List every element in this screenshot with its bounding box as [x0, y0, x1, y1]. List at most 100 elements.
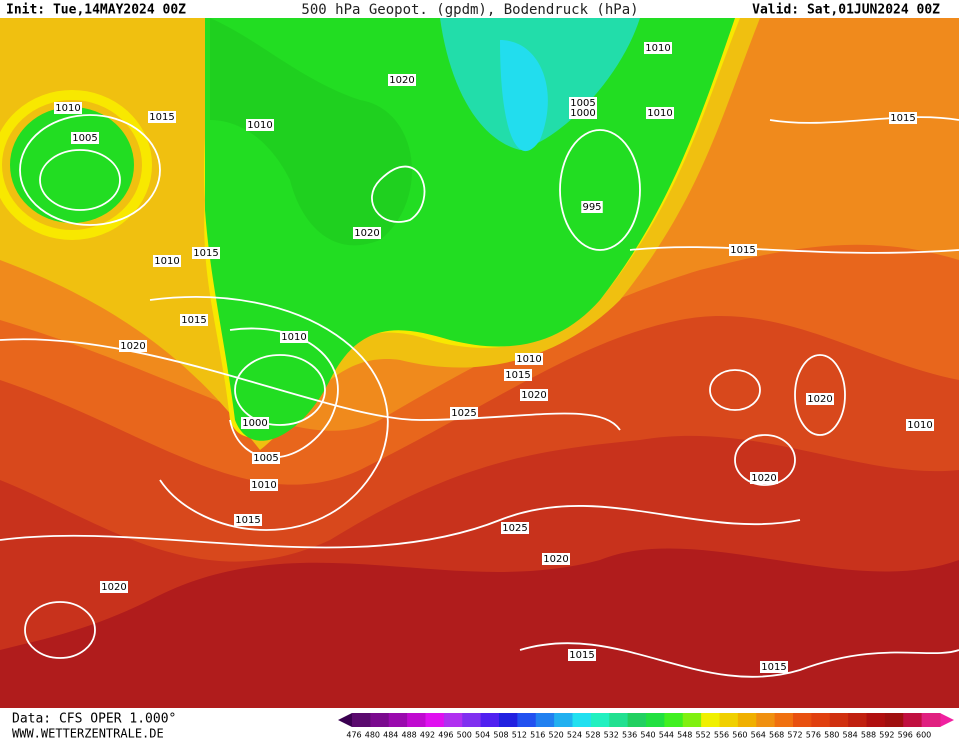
isobar-label-box: [234, 514, 262, 526]
colorbar-swatch: [646, 713, 665, 727]
header-bar: [0, 0, 959, 18]
colorbar-label: 528: [585, 731, 600, 740]
isobar-label-box: [729, 244, 757, 256]
website: WWW.WETTERZENTRALE.DE: [12, 727, 164, 741]
colorbar-arrow-right: [940, 713, 954, 727]
isobar-label: 1015: [569, 650, 594, 661]
colorbar-label: 580: [824, 731, 839, 740]
colorbar-swatch: [793, 713, 812, 727]
colorbar-label: 532: [604, 731, 619, 740]
colorbar-swatch: [425, 713, 445, 727]
isobar-label-box: [241, 417, 269, 429]
isobar-label: 1000: [570, 108, 595, 119]
colorbar-swatch: [572, 713, 592, 727]
colorbar-label: 500: [457, 731, 472, 740]
colorbar-label: 584: [842, 731, 857, 740]
isobar-label-box: [760, 661, 788, 673]
isobar-label: 1020: [807, 394, 832, 405]
colorbar-swatch: [737, 713, 757, 727]
colorbar-label: 536: [622, 731, 637, 740]
isobar-label: 1020: [354, 228, 379, 239]
colorbar-swatch: [682, 713, 702, 727]
colorbar-label: 516: [530, 731, 545, 740]
isobar-label-box: [750, 472, 778, 484]
isobar-label: 1010: [647, 108, 672, 119]
colorbar-label: 556: [714, 731, 729, 740]
isobar-label-box: [644, 42, 672, 54]
isobar-label-box: [646, 107, 674, 119]
colorbar-label: 520: [548, 731, 563, 740]
isobar-label-box: [581, 201, 603, 213]
colorbar-label: 476: [346, 731, 361, 740]
isobar-label-box: [119, 340, 147, 352]
colorbar-swatch: [756, 713, 776, 727]
isobar-label-box: [180, 314, 208, 326]
colorbar-swatch: [701, 713, 720, 727]
colorbar-swatch: [811, 713, 831, 727]
colorbar-swatch: [388, 713, 408, 727]
colorbar-label: 564: [751, 731, 766, 740]
colorbar-label: 596: [898, 731, 913, 740]
isobars: [0, 114, 959, 678]
colorbar-swatch: [517, 713, 537, 727]
colorbar-label: 540: [640, 731, 655, 740]
colorbar-label: 496: [438, 731, 453, 740]
colorbar-label: 600: [916, 731, 931, 740]
isobar-label: 1000: [242, 418, 267, 429]
isobar-label: 1015: [235, 515, 260, 526]
isobar-label-box: [906, 419, 934, 431]
isobar-label-box: [504, 369, 532, 381]
isobar-label-box: [100, 581, 128, 593]
isobar-label: 1015: [890, 113, 915, 124]
colorbar-swatch: [921, 713, 941, 727]
colorbar-label: 552: [695, 731, 710, 740]
isobar-label-box: [71, 132, 99, 144]
isobar-label-box: [569, 107, 597, 119]
colorbar-swatch: [627, 713, 647, 727]
colorbar-label: 544: [659, 731, 674, 740]
isobar-label: 1005: [253, 453, 278, 464]
isobar-label: 1020: [543, 554, 568, 565]
isobar-label: 1010: [55, 103, 80, 114]
colorbar-arrow-left: [338, 713, 352, 727]
isobar-label-box: [280, 331, 308, 343]
isobar-label: 1010: [645, 43, 670, 54]
colorbar-label: 480: [365, 731, 380, 740]
isobar-label-box: [450, 407, 478, 419]
colorbar-swatch: [554, 713, 573, 727]
colorbar-swatch: [866, 713, 886, 727]
colorbar-label: 588: [861, 731, 876, 740]
isobar-label: 1005: [570, 98, 595, 109]
isobar-label: 1020: [751, 473, 776, 484]
isobar-label-box: [542, 553, 570, 565]
isobar-label-box: [250, 479, 278, 491]
isobar-label: 1015: [730, 245, 755, 256]
colorbar-label: 524: [567, 731, 582, 740]
isobar-label: 1015: [193, 248, 218, 259]
colorbar-swatch: [719, 713, 739, 727]
colorbar-label: 592: [879, 731, 894, 740]
isobar-label: 1020: [389, 75, 414, 86]
colorbar-label: 548: [677, 731, 692, 740]
isobar-label-box: [192, 247, 220, 259]
colorbar-swatch: [370, 713, 390, 727]
colorbar-swatch: [903, 713, 923, 727]
init-time: Init: Tue,14MAY2024 00Z: [6, 3, 186, 18]
data-source: Data: CFS OPER 1.000°: [12, 712, 176, 727]
isobar-label: 995: [582, 202, 601, 213]
isobar-label: 1020: [521, 390, 546, 401]
colorbar: 476 480 484 488 492 496 500 504 508 512 516 520 524 5…: [338, 713, 954, 740]
colorbar-swatch: [535, 713, 555, 727]
isobar-label-box: [353, 227, 381, 239]
colorbar-label: 484: [383, 731, 398, 740]
isobar-label: 1010: [247, 120, 272, 131]
isobar-label: 1015: [181, 315, 206, 326]
isobar-label: 1015: [761, 662, 786, 673]
colorbar-label: 488: [401, 731, 416, 740]
colorbar-swatch: [664, 713, 684, 727]
isobar-label-box: [520, 389, 548, 401]
isobar-label-box: [889, 112, 917, 124]
valid-time: Valid: Sat,01JUN2024 00Z: [752, 3, 940, 18]
isobar-label: 1025: [502, 523, 527, 534]
